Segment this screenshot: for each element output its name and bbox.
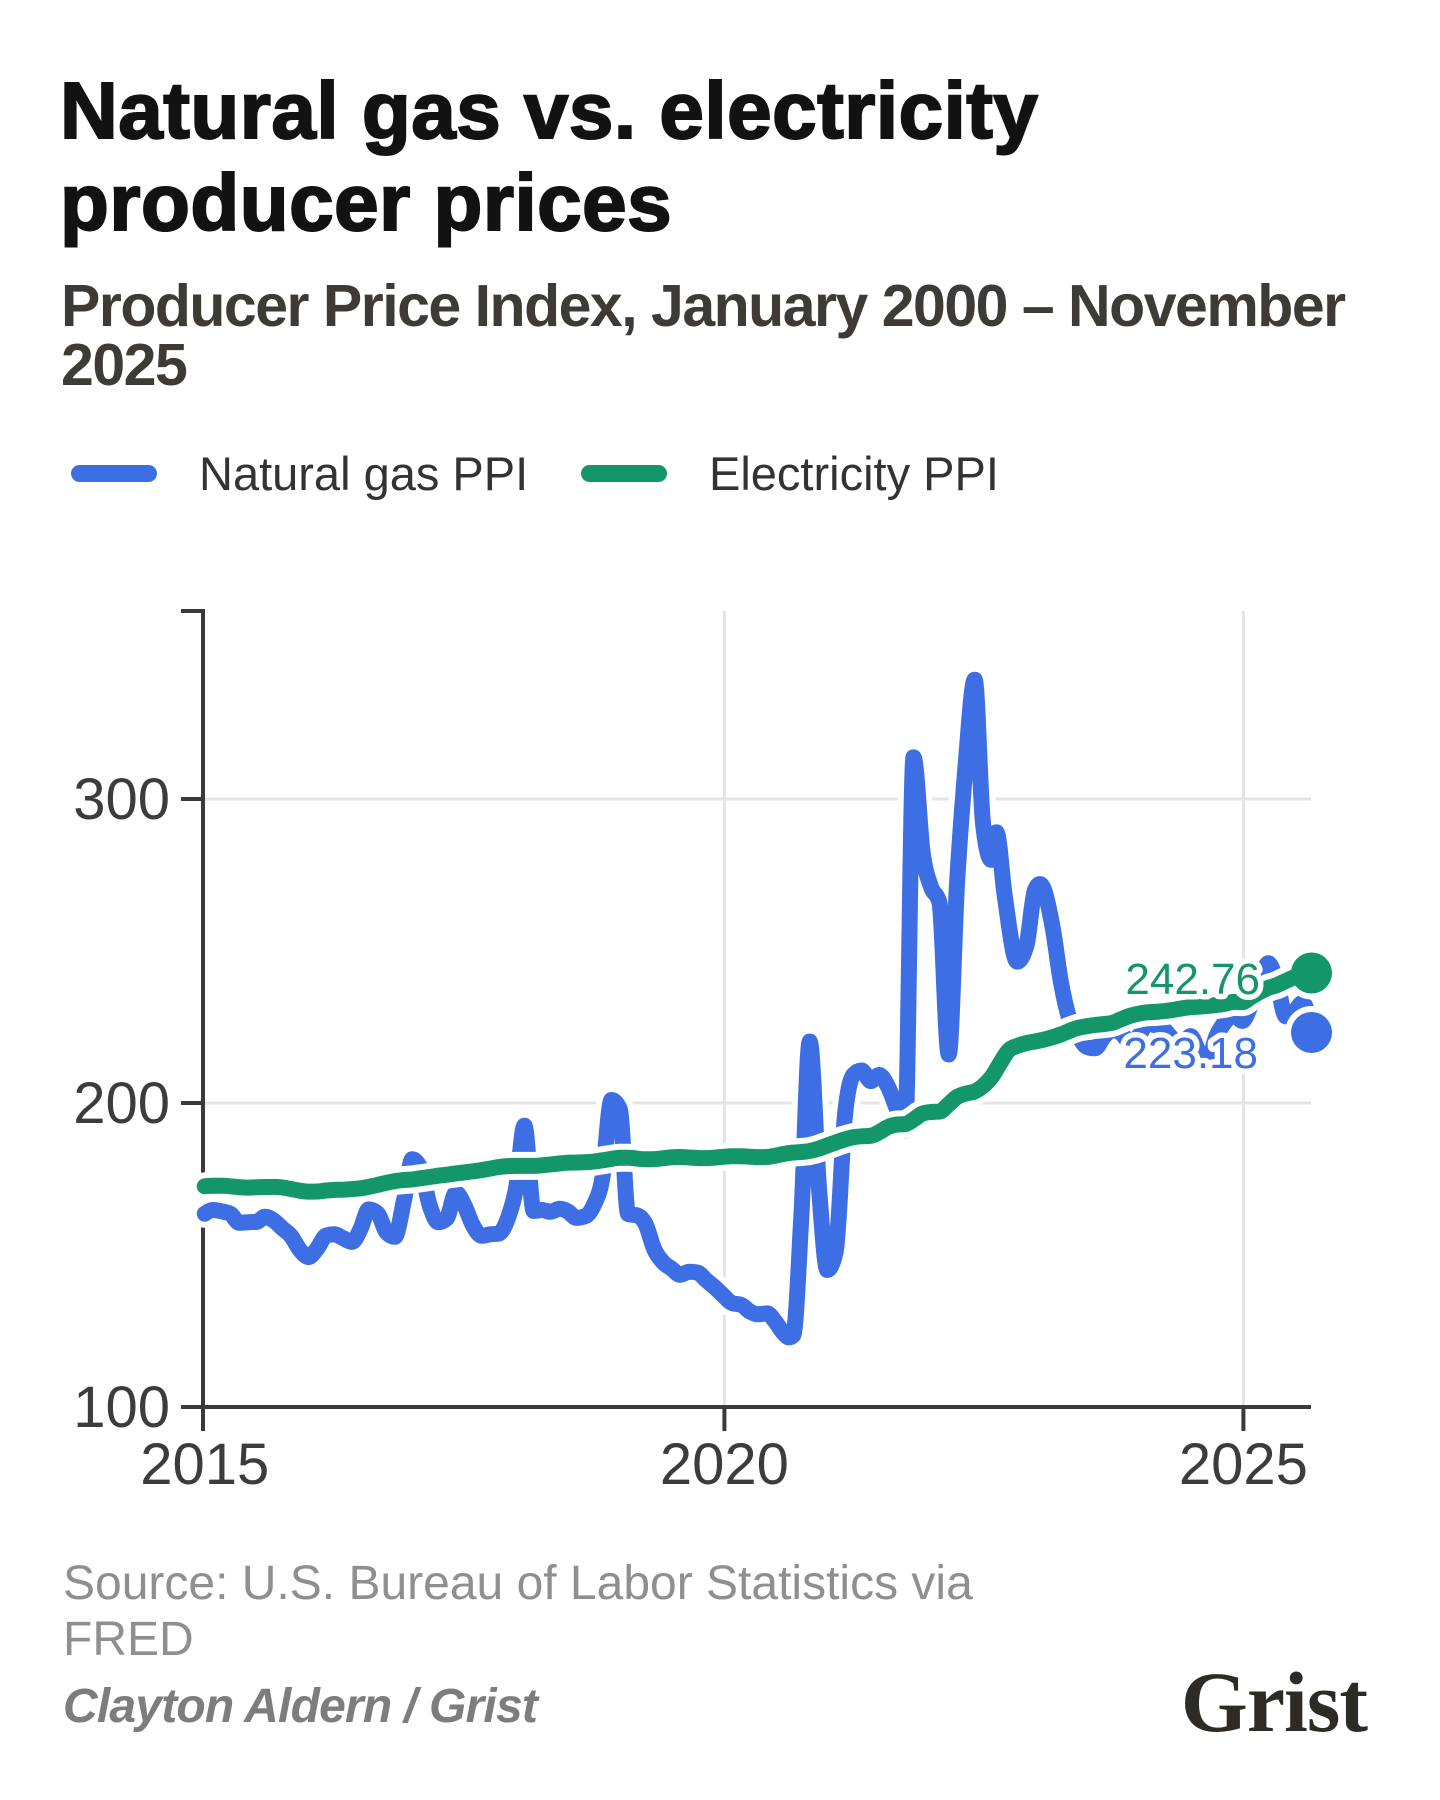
svg-text:100: 100 (73, 1375, 170, 1440)
svg-text:223.18: 223.18 (1123, 1029, 1258, 1078)
svg-text:2025: 2025 (1179, 1432, 1308, 1497)
svg-text:2020: 2020 (660, 1432, 789, 1497)
svg-text:300: 300 (73, 767, 170, 832)
svg-text:2015: 2015 (140, 1432, 269, 1497)
svg-text:242.76: 242.76 (1125, 955, 1260, 1004)
svg-text:200: 200 (73, 1071, 170, 1136)
